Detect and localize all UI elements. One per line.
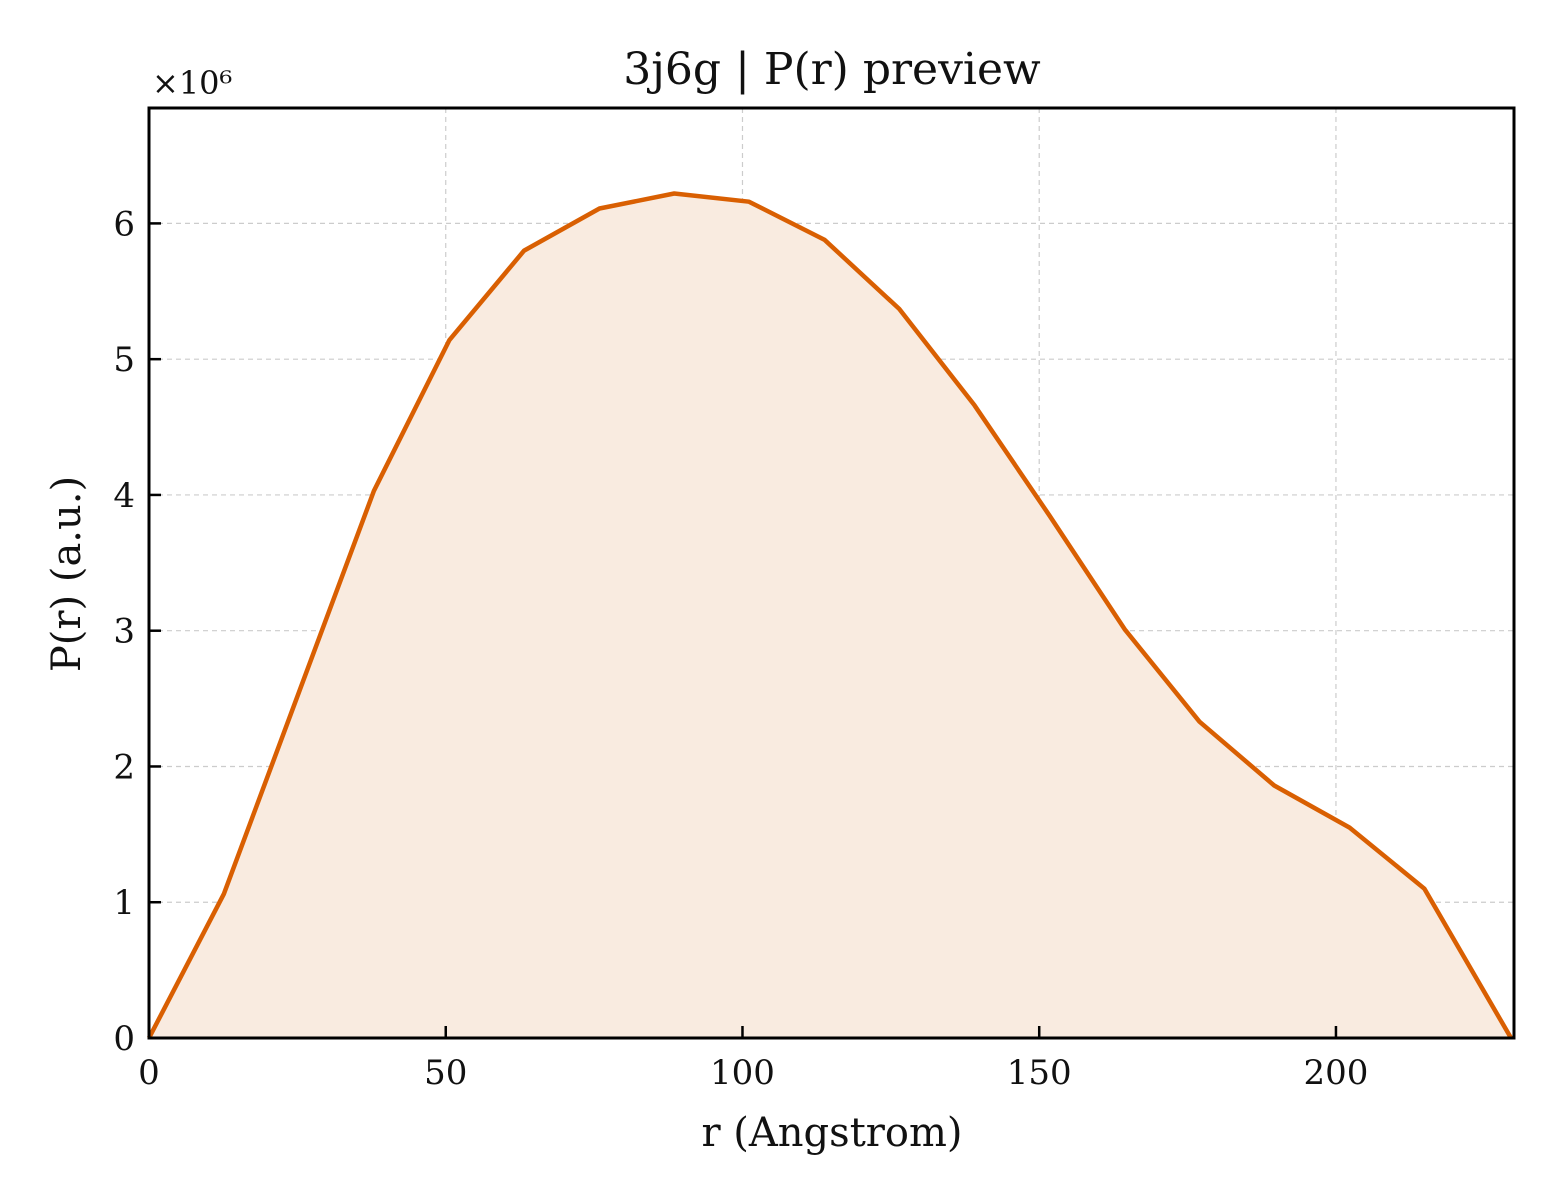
series-area-fill bbox=[149, 193, 1511, 1038]
x-tick-label: 50 bbox=[424, 1053, 467, 1093]
axis-ticks: 0 50 100 150 200 0 1 2 3 4 5 6 bbox=[113, 204, 1368, 1093]
y-offset-label: ×10⁶ bbox=[152, 64, 232, 102]
y-tick-label: 0 bbox=[113, 1019, 135, 1059]
x-axis-label: r (Angstrom) bbox=[701, 1110, 962, 1156]
y-tick-label: 5 bbox=[113, 340, 135, 380]
series-line bbox=[147, 191, 1513, 1040]
y-tick-label: 1 bbox=[113, 883, 135, 923]
y-axis-label: P(r) (a.u.) bbox=[44, 476, 90, 672]
y-tick-label: 4 bbox=[113, 476, 135, 516]
y-tick-label: 6 bbox=[113, 204, 135, 244]
x-tick-label: 200 bbox=[1304, 1053, 1369, 1093]
chart-title: 3j6g | P(r) preview bbox=[623, 44, 1041, 95]
x-tick-label: 150 bbox=[1007, 1053, 1072, 1093]
y-tick-label: 2 bbox=[113, 747, 135, 787]
x-tick-label: 0 bbox=[138, 1053, 160, 1093]
y-tick-label: 3 bbox=[113, 612, 135, 652]
plot-frame bbox=[147, 106, 1516, 1040]
x-tick-label: 100 bbox=[710, 1053, 775, 1093]
